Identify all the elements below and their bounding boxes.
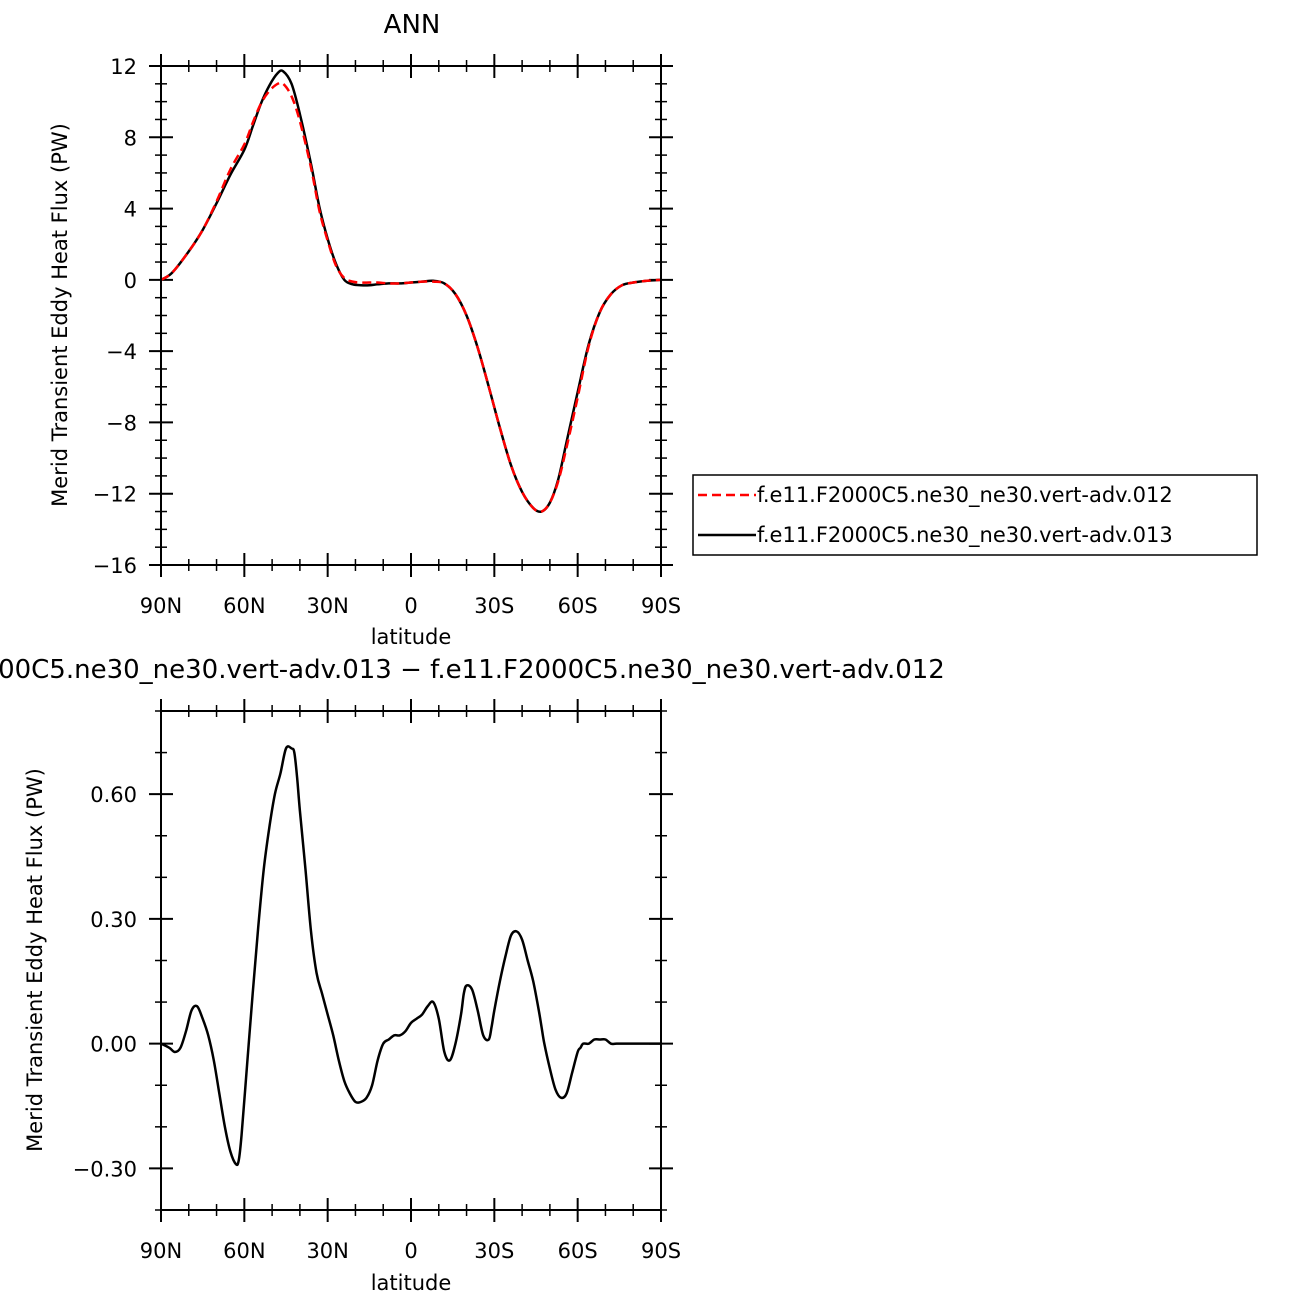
y-tick-label: −4	[106, 340, 137, 364]
y-tick-label: −0.30	[73, 1157, 137, 1181]
x-tick-label: 60S	[558, 1239, 598, 1263]
series-line-1	[160, 81, 662, 514]
y-tick-label: −12	[93, 483, 137, 507]
bottom-chart: f.e11.F2000C5.ne30_ne30.vert-adv.013 − f…	[0, 655, 945, 1295]
x-tick-label: 90N	[140, 1239, 182, 1263]
x-tick-label: 60N	[223, 594, 265, 618]
series-line-1	[160, 745, 661, 1167]
top-chart-ylabel: Merid Transient Eddy Heat Flux (PW)	[48, 123, 72, 507]
y-tick-label: −16	[93, 554, 137, 578]
bottom-chart-frame	[160, 710, 662, 1211]
x-tick-label: 30S	[474, 594, 514, 618]
top-chart-title: ANN	[384, 10, 441, 40]
y-tick-label: 0.60	[90, 783, 137, 807]
bottom-chart-y-tick-labels: 0.60 0.30 0.00 −0.30	[73, 783, 137, 1181]
bottom-chart-x-tick-labels: 90N 60N 30N 0 30S 60S 90S	[140, 1239, 681, 1263]
x-tick-label: 90S	[641, 594, 681, 618]
x-tick-label: 90S	[641, 1239, 681, 1263]
y-tick-label: 0	[124, 269, 137, 293]
x-tick-label: 30S	[474, 1239, 514, 1263]
top-chart-lines	[160, 69, 662, 514]
legend-box	[692, 474, 1258, 556]
x-tick-label: 0	[404, 594, 417, 618]
top-chart-xlabel: latitude	[371, 625, 452, 649]
top-chart-y-tick-labels: 12 8 4 0 −4 −8 −12 −16	[93, 55, 137, 578]
series-line-2	[160, 69, 662, 514]
top-chart-frame	[160, 65, 662, 566]
y-tick-label: 4	[124, 198, 137, 222]
y-tick-label: 0.00	[90, 1033, 137, 1057]
bottom-chart-lines	[160, 745, 661, 1167]
y-tick-label: 8	[124, 126, 137, 150]
top-chart: ANN latitude Merid Transient Eddy Heat F…	[48, 10, 681, 649]
x-tick-label: 90N	[140, 594, 182, 618]
bottom-chart-title: f.e11.F2000C5.ne30_ne30.vert-adv.013 − f…	[0, 655, 945, 685]
legend-label-series-2: f.e11.F2000C5.ne30_ne30.vert-adv.013	[757, 523, 1173, 548]
legend-label-series-1: f.e11.F2000C5.ne30_ne30.vert-adv.012	[757, 483, 1173, 508]
x-tick-label: 30N	[306, 1239, 348, 1263]
legend: f.e11.F2000C5.ne30_ne30.vert-adv.012 f.e…	[692, 474, 1258, 556]
top-chart-x-tick-labels: 90N 60N 30N 0 30S 60S 90S	[140, 594, 681, 618]
top-chart-ticks	[149, 54, 673, 577]
x-tick-label: 60N	[223, 1239, 265, 1263]
y-tick-label: 0.30	[90, 908, 137, 932]
y-tick-label: −8	[106, 411, 137, 435]
bottom-chart-xlabel: latitude	[371, 1271, 452, 1295]
bottom-chart-ylabel: Merid Transient Eddy Heat Flux (PW)	[23, 768, 47, 1152]
y-tick-label: 12	[110, 55, 137, 79]
x-tick-label: 30N	[306, 594, 348, 618]
x-tick-label: 0	[404, 1239, 417, 1263]
x-tick-label: 60S	[558, 594, 598, 618]
